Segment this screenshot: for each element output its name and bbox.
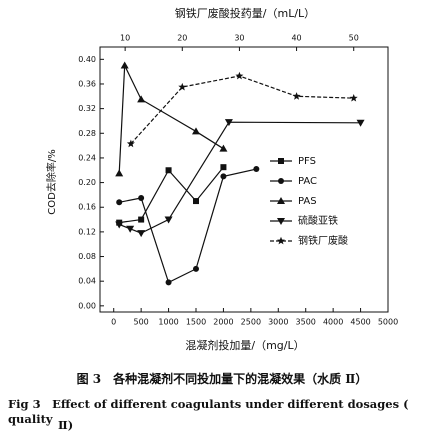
marker xyxy=(356,119,365,127)
x-tick-label: 500 xyxy=(134,318,149,327)
x2-tick-label: 50 xyxy=(349,34,359,43)
marker xyxy=(193,265,199,272)
marker xyxy=(220,173,227,180)
x-axis-label: 混凝剂投加量/（mg/L） xyxy=(185,338,304,352)
marker xyxy=(138,216,145,223)
x-tick-label: 5000 xyxy=(378,318,398,327)
legend-marker xyxy=(277,218,285,225)
x-tick-label: 2500 xyxy=(241,318,261,327)
marker xyxy=(165,279,172,286)
legend-label: 钢铁厂废酸 xyxy=(298,234,348,247)
x2-tick-label: 30 xyxy=(234,34,244,43)
marker xyxy=(165,167,172,174)
x-tick-label: 1000 xyxy=(158,318,178,327)
y-tick-label: 0.28 xyxy=(78,129,96,138)
x2-tick-label: 10 xyxy=(120,34,130,43)
marker xyxy=(137,95,146,103)
legend-label: PAC xyxy=(298,176,317,187)
marker xyxy=(235,71,244,80)
y-tick-label: 0.04 xyxy=(78,277,96,286)
marker xyxy=(120,61,129,69)
x-tick-label: 4000 xyxy=(323,318,343,327)
series-line xyxy=(119,168,257,284)
caption-en-2: Ⅱ) xyxy=(58,418,74,432)
caption-cn: 图 3 各种混凝剂不同投加量下的混凝效果（水质 Ⅱ） xyxy=(76,372,368,386)
chart: 钢铁厂废酸投药量/（mL/L） 混凝剂投加量/（mg/L） COD去除率/% 0… xyxy=(45,6,398,352)
marker xyxy=(126,225,135,233)
marker xyxy=(138,194,145,201)
legend-label: PFS xyxy=(298,156,316,167)
x-tick-label: 2000 xyxy=(213,318,233,327)
x2-axis-label: 钢铁厂废酸投药量/（mL/L） xyxy=(175,6,315,20)
x-tick-label: 0 xyxy=(111,318,116,327)
caption-en: Fig 3 Effect of different coagulants und… xyxy=(8,397,409,426)
legend-marker xyxy=(278,178,284,184)
x-tick-label: 3500 xyxy=(296,318,316,327)
x-tick-label: 3000 xyxy=(268,318,288,327)
legend-label: PAS xyxy=(298,196,317,207)
marker xyxy=(349,94,358,102)
marker xyxy=(178,82,187,91)
y-tick-label: 0.24 xyxy=(78,153,96,162)
y-tick-label: 0.16 xyxy=(78,203,96,212)
marker xyxy=(253,166,260,173)
marker xyxy=(220,164,227,171)
marker xyxy=(219,144,228,152)
marker xyxy=(192,127,200,135)
marker xyxy=(137,230,146,238)
marker xyxy=(292,92,301,100)
y-tick-label: 0.20 xyxy=(78,178,96,187)
x-tick-label: 4500 xyxy=(350,318,370,327)
marker xyxy=(115,221,124,229)
legend-marker xyxy=(278,158,284,164)
marker xyxy=(116,199,123,206)
marker xyxy=(126,139,135,148)
marker xyxy=(115,169,124,177)
y-tick-label: 0.40 xyxy=(78,55,96,64)
y-axis-label: COD去除率/% xyxy=(45,149,58,214)
x-tick-label: 1500 xyxy=(186,318,206,327)
x2-tick-label: 20 xyxy=(177,34,187,43)
y-tick-label: 0.36 xyxy=(78,79,96,88)
y-tick-label: 0.12 xyxy=(78,227,96,236)
y-tick-label: 0.00 xyxy=(78,301,96,310)
plot-frame xyxy=(99,46,389,313)
y-tick-label: 0.08 xyxy=(78,252,96,261)
legend-marker xyxy=(277,236,285,245)
y-tick-label: 0.32 xyxy=(78,104,96,113)
legend-marker xyxy=(277,197,285,204)
marker xyxy=(224,119,233,127)
marker xyxy=(164,216,173,224)
series-line xyxy=(130,75,354,145)
x2-tick-label: 40 xyxy=(291,34,301,43)
legend-label: 硫酸亚铁 xyxy=(298,214,338,227)
marker xyxy=(193,198,199,205)
